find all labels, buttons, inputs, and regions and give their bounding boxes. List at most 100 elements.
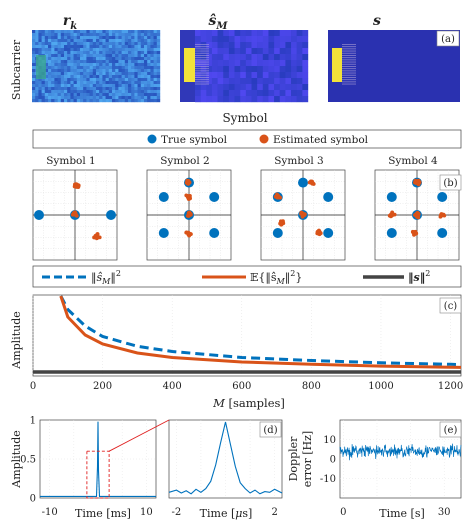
panel-d-ylabel: Amplitude — [10, 430, 23, 489]
heatmap-r-k-cell — [144, 78, 148, 82]
heatmap-r-k-cell — [48, 87, 52, 91]
heatmap-r-k-cell — [73, 96, 77, 100]
heatmap-r-k-cell — [102, 66, 106, 70]
heatmap-r-k-cell — [115, 78, 119, 82]
heatmap-r-k-cell — [89, 63, 93, 67]
heatmap-r-k-cell — [48, 42, 52, 46]
heatmap-r-k-cell — [118, 87, 122, 91]
heatmap-r-k-cell — [41, 84, 45, 88]
heatmap-r-k-cell — [115, 72, 119, 76]
series-expected-norm — [59, 295, 462, 369]
heatmap-r-k-cell — [76, 48, 81, 52]
heatmap-s-hat-m-cell — [206, 96, 213, 103]
heatmap-s-hat-m-cell — [257, 48, 263, 55]
heatmap-r-k-cell — [115, 60, 119, 64]
heatmap-s-hat-m-cell — [279, 90, 286, 97]
heatmap-s-hat-m-cell — [234, 54, 241, 61]
heatmap-r-k-cell — [67, 81, 71, 85]
heatmap-r-k-cell — [92, 66, 97, 70]
heatmap-r-k-cell — [51, 87, 55, 91]
heatmap-r-k-cell — [108, 66, 113, 70]
heatmap-s-hat-m-cell — [217, 48, 224, 55]
heatmap-s-hat-m-cell — [228, 78, 235, 85]
heatmap-r-k-cell — [41, 81, 45, 85]
heatmap-s-stripe — [342, 66, 356, 67]
heatmap-r-k-cell — [131, 39, 135, 43]
heatmap-r-k-cell — [57, 96, 61, 100]
heatmap-r-k-cell — [118, 33, 122, 37]
estimated-symbol-point — [414, 231, 419, 236]
heatmap-r-k-cell — [140, 87, 145, 91]
true-symbol-point — [158, 192, 169, 202]
heatmap-r-k-cell — [140, 48, 145, 52]
heatmap-r-k-cell — [121, 93, 125, 97]
heatmap-r-k-cell — [124, 78, 129, 82]
heatmap-r-k-cell — [80, 39, 84, 43]
heatmap-r-k-cell — [108, 93, 113, 97]
heatmap-r-k-cell — [144, 63, 148, 67]
heatmap-r-k-cell — [64, 51, 68, 55]
heatmap-r-k-cell — [64, 84, 68, 88]
heatmap-r-k-cell — [89, 90, 93, 94]
heatmap-s-hat-m-cell — [251, 66, 258, 73]
heatmap-r-k-cell — [108, 75, 113, 79]
heatmap-r-k-cell — [70, 78, 74, 82]
heatmap-r-k-cell — [73, 66, 77, 70]
heatmap-r-k-cell — [35, 78, 39, 82]
heatmap-r-k-cell — [57, 54, 61, 58]
heatmap-r-k-cell — [67, 78, 71, 82]
heatmap-r-k-cell — [86, 45, 90, 49]
heatmap-s-hat-m-cell — [257, 66, 263, 73]
heatmap-s-stripe — [342, 72, 356, 74]
heatmap-s-hat-m-cell — [274, 30, 280, 37]
heatmap-s-hat-m-cell — [257, 42, 263, 49]
heatmap-s-hat-m-stripe — [195, 66, 209, 67]
heatmap-s-hat-m-cell — [217, 30, 224, 37]
heatmap-s-hat-m-cell — [251, 60, 258, 67]
heatmap-r-k-cell — [64, 93, 68, 97]
heatmap-r-k-cell — [73, 78, 77, 82]
heatmap-r-k-cell — [102, 90, 106, 94]
heatmap-r-k-cell — [64, 69, 68, 73]
panel-c-xtick: 0 — [30, 381, 36, 392]
heatmap-r-k-cell — [144, 51, 148, 55]
legend-c-item-2: 𝔼{‖ŝM‖2} — [250, 269, 302, 286]
heatmap-r-k-cell — [140, 57, 145, 61]
heatmap-r-k-cell — [144, 66, 148, 70]
panel-d: 0 0.5 1 -10 10 -2 2 (d) Amplitude Time [ms] Ti… — [10, 416, 283, 520]
heatmap-r-k-cell — [64, 30, 68, 34]
heatmap-r-k-cell — [153, 93, 157, 97]
heatmap-r-k-cell — [54, 72, 58, 76]
heatmap-s-hat-m-cell — [223, 36, 230, 43]
heatmap-r-k-cell — [60, 33, 65, 37]
heatmap-r-k-cell — [76, 30, 81, 34]
heatmap-r-k-cell — [54, 36, 58, 40]
heatmap-r-k-cell — [144, 75, 148, 79]
heatmap-s-hat-m-cell — [228, 48, 235, 55]
heatmap-r-k-cell — [80, 87, 84, 91]
heatmap-r-k-cell — [134, 69, 138, 73]
heatmap-r-k-cell — [73, 87, 77, 91]
heatmap-r-k-cell — [44, 90, 49, 94]
heatmap-s-hat-m-cell — [206, 66, 213, 73]
heatmap-r-k-cell — [137, 87, 141, 91]
heatmap-r-k-cell — [118, 39, 122, 43]
heatmap-r-k-cell — [76, 93, 81, 97]
heatmap-r-k-cell — [124, 69, 129, 73]
estimated-symbol-point — [188, 232, 193, 237]
heatmap-s-hat-m-cell — [251, 54, 258, 61]
heatmap-r-k-cell — [115, 51, 119, 55]
heatmap-r-k-cell — [131, 48, 135, 52]
heatmap-s-hat-m-cell — [211, 36, 218, 43]
heatmap-r-k-cell — [80, 84, 84, 88]
heatmap-r-k-cell — [128, 36, 132, 40]
heatmap-s-hat-m-cell — [262, 36, 269, 43]
heatmap-r-k-cell — [140, 33, 145, 37]
heatmap-s-hat-m-cell — [257, 90, 263, 97]
heatmap-r-k-cell — [70, 60, 74, 64]
heatmap-r-k-cell — [131, 87, 135, 91]
heatmap-s-hat-m-cell — [200, 54, 207, 61]
heatmap-r-k-cell — [150, 99, 154, 103]
heatmap-r-k-cell — [108, 90, 113, 94]
heatmap-r-k-cell — [99, 69, 103, 73]
